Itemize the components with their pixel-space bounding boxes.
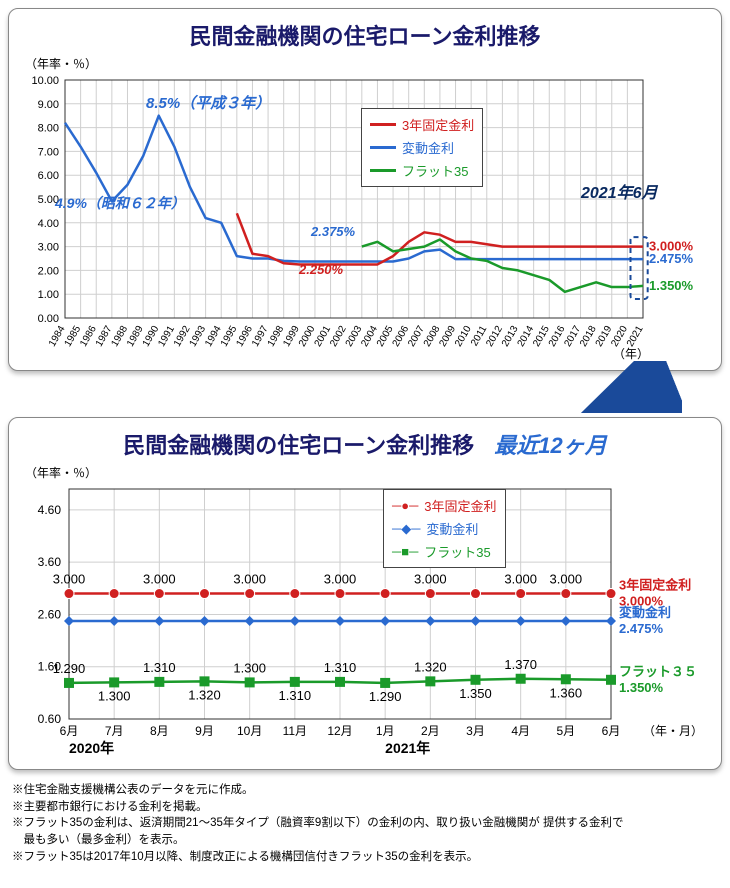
footnote-line: ※主要都市銀行における金利を掲載。 [12, 799, 718, 816]
connector-arrow [8, 375, 682, 415]
footnote-line: ※住宅金融支援機構公表のデータを元に作成。 [12, 782, 718, 799]
chart2-title-text: 民間金融機関の住宅ローン金利推移 [123, 433, 474, 458]
svg-text:2.475%: 2.475% [649, 251, 694, 266]
svg-text:1.300: 1.300 [98, 688, 131, 703]
svg-text:2021: 2021 [625, 324, 646, 349]
svg-text:4.00: 4.00 [38, 218, 59, 230]
chart1-panel: 民間金融機関の住宅ローン金利推移 （年率・％） 0.00 1.00 2.00 3.00… [8, 8, 722, 371]
footnote-line: ※フラット35は2017年10月以降、制度改正による機構団信付きフラット35の金… [12, 849, 718, 866]
svg-text:3月: 3月 [466, 724, 485, 738]
footnote-line: 最も多い（最多金利）を表示。 [12, 832, 718, 849]
svg-text:2.60: 2.60 [38, 607, 62, 621]
legend-item: ─◆─変動金利 [392, 517, 497, 540]
svg-text:2.375%: 2.375% [310, 224, 356, 239]
svg-text:3.00: 3.00 [38, 242, 59, 254]
svg-text:2月: 2月 [421, 724, 440, 738]
svg-text:1月: 1月 [376, 724, 395, 738]
svg-text:4月: 4月 [511, 724, 530, 738]
svg-text:（年・月）: （年・月） [643, 724, 703, 738]
svg-text:3.000: 3.000 [53, 572, 86, 587]
chart1-legend: 3年固定金利変動金利フラット35 [361, 108, 483, 187]
legend-item: 3年固定金利 [370, 113, 474, 136]
svg-text:2010: 2010 [453, 324, 474, 349]
svg-text:1.350%: 1.350% [649, 278, 694, 293]
svg-text:11月: 11月 [283, 724, 307, 738]
svg-text:1.320: 1.320 [414, 659, 447, 674]
svg-text:6月: 6月 [60, 724, 79, 738]
legend-item: ─■─フラット35 [392, 540, 497, 563]
svg-text:3.60: 3.60 [38, 555, 62, 569]
svg-text:2.00: 2.00 [38, 265, 59, 277]
svg-text:7月: 7月 [105, 724, 124, 738]
svg-text:6.00: 6.00 [38, 170, 59, 182]
svg-text:4.9%（昭和６２年）: 4.9%（昭和６２年） [54, 195, 185, 211]
svg-text:12月: 12月 [327, 724, 352, 738]
footnotes: ※住宅金融支援機構公表のデータを元に作成。※主要都市銀行における金利を掲載。※フ… [8, 778, 722, 865]
svg-text:8.00: 8.00 [38, 123, 59, 135]
svg-text:9月: 9月 [195, 724, 214, 738]
svg-text:2020年: 2020年 [69, 740, 114, 756]
svg-text:1.00: 1.00 [38, 289, 59, 301]
svg-text:2021年: 2021年 [385, 740, 430, 756]
svg-text:10月: 10月 [237, 724, 262, 738]
chart2-subtitle: 最近12ヶ月 [494, 433, 606, 458]
svg-text:3.000: 3.000 [324, 572, 357, 587]
svg-text:3.000: 3.000 [233, 572, 266, 587]
chart1-yaxis-label: （年率・％） [25, 55, 709, 72]
svg-text:変動金利: 変動金利 [619, 605, 671, 620]
svg-text:（年）: （年） [613, 347, 649, 361]
svg-text:1.370: 1.370 [504, 657, 537, 672]
svg-text:1.350: 1.350 [459, 686, 492, 701]
svg-text:9.00: 9.00 [38, 99, 59, 111]
chart2-panel: 民間金融機関の住宅ローン金利推移 最近12ヶ月 （年率・％） 0.601.602… [8, 417, 722, 770]
svg-text:1.360: 1.360 [550, 685, 583, 700]
legend-item: ─●─3年固定金利 [392, 494, 497, 517]
svg-text:0.00: 0.00 [38, 313, 59, 325]
chart2-yaxis-label: （年率・％） [25, 464, 709, 481]
svg-text:2021年6月: 2021年6月 [580, 184, 658, 202]
chart1-plot: 0.001.002.003.004.005.006.007.008.009.00… [21, 74, 709, 364]
svg-text:10.00: 10.00 [31, 75, 59, 87]
svg-text:フラット３５: フラット３５ [619, 664, 697, 679]
svg-text:1.350%: 1.350% [619, 680, 664, 695]
svg-text:3年固定金利: 3年固定金利 [619, 578, 691, 593]
svg-text:1.300: 1.300 [233, 660, 266, 675]
svg-text:4.60: 4.60 [38, 503, 62, 517]
svg-text:1.290: 1.290 [369, 689, 402, 704]
svg-text:1.310: 1.310 [324, 660, 357, 675]
svg-text:1.320: 1.320 [188, 687, 221, 702]
svg-text:2.475%: 2.475% [619, 621, 664, 636]
svg-text:7.00: 7.00 [38, 146, 59, 158]
legend-item: フラット35 [370, 159, 474, 182]
footnote-line: ※フラット35の金利は、返済期間21〜35年タイプ（融資率9割以下）の金利の内、… [12, 815, 718, 832]
svg-text:5月: 5月 [556, 724, 575, 738]
svg-text:3.000: 3.000 [504, 572, 537, 587]
chart1-title: 民間金融機関の住宅ローン金利推移 [21, 19, 709, 51]
svg-text:1.290: 1.290 [53, 661, 86, 676]
chart2-plot: 0.601.602.603.604.606月7月8月9月10月11月12月1月2… [21, 483, 709, 763]
svg-text:0.60: 0.60 [38, 712, 62, 726]
svg-text:3.000: 3.000 [414, 572, 447, 587]
chart2-title: 民間金融機関の住宅ローン金利推移 最近12ヶ月 [21, 428, 709, 460]
svg-text:1.310: 1.310 [143, 660, 176, 675]
chart2-legend: ─●─3年固定金利─◆─変動金利─■─フラット35 [383, 489, 506, 568]
svg-text:2.250%: 2.250% [298, 262, 344, 277]
svg-text:3.000: 3.000 [143, 572, 176, 587]
svg-text:6月: 6月 [602, 724, 621, 738]
svg-text:8月: 8月 [150, 724, 169, 738]
svg-text:8.5%（平成３年）: 8.5%（平成３年） [146, 94, 270, 112]
chart2-svg: 0.601.602.603.604.606月7月8月9月10月11月12月1月2… [21, 483, 711, 763]
svg-text:3.000: 3.000 [550, 572, 583, 587]
svg-text:1.310: 1.310 [279, 688, 312, 703]
legend-item: 変動金利 [370, 136, 474, 159]
